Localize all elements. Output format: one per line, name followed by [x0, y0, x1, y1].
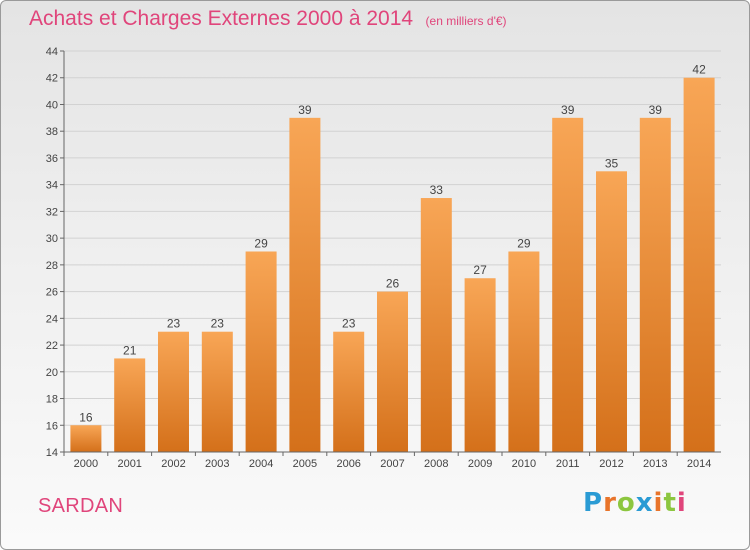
title-row: Achats et Charges Externes 2000 à 2014 (… — [29, 7, 507, 31]
y-tick-label: 40 — [46, 99, 58, 111]
y-tick-label: 24 — [46, 313, 58, 325]
brand-letter: x — [635, 488, 654, 518]
chart-subtitle: (en milliers d'€) — [425, 14, 507, 28]
x-tick-label: 2002 — [161, 458, 185, 470]
x-tick-label: 2005 — [293, 458, 317, 470]
x-tick-label: 2006 — [336, 458, 360, 470]
x-tick-label: 2007 — [380, 458, 404, 470]
bar-2013 — [639, 117, 671, 452]
y-tick-label: 36 — [46, 153, 58, 165]
x-tick-label: 2004 — [249, 458, 273, 470]
y-tick-label: 20 — [46, 367, 58, 379]
value-label: 23 — [342, 317, 356, 331]
brand-letter: i — [653, 488, 664, 518]
value-label: 39 — [298, 103, 312, 117]
value-label: 29 — [517, 237, 531, 251]
bar-2001 — [114, 358, 146, 452]
brand-letter: P — [583, 488, 604, 518]
bars — [70, 77, 715, 453]
bar-2010 — [508, 251, 540, 452]
y-tick-label: 28 — [46, 260, 58, 272]
value-label: 39 — [649, 103, 663, 117]
bar-2007 — [377, 291, 408, 452]
location-name: SARDAN — [38, 495, 124, 517]
y-tick-label: 42 — [46, 73, 58, 85]
y-tick-label: 16 — [46, 420, 58, 432]
y-tick-label: 34 — [46, 180, 58, 192]
bar-2000 — [70, 425, 102, 452]
value-label: 35 — [605, 156, 619, 170]
value-label: 23 — [211, 317, 225, 331]
bar-2002 — [158, 331, 189, 452]
bar-2003 — [201, 331, 233, 452]
brand-letter: i — [676, 488, 687, 518]
value-label: 42 — [692, 63, 706, 77]
brand-letter: r — [603, 488, 617, 518]
value-label: 16 — [79, 410, 93, 424]
bar-2006 — [333, 331, 365, 452]
y-tick-label: 30 — [46, 233, 58, 245]
x-tick-label: 2009 — [468, 458, 492, 470]
value-label: 21 — [123, 343, 137, 357]
bar-2005 — [289, 117, 321, 452]
y-tick-label: 14 — [46, 447, 58, 459]
x-tick-label: 2003 — [205, 458, 229, 470]
value-label: 26 — [386, 277, 400, 291]
bar-2012 — [596, 171, 627, 453]
x-tick-label: 2013 — [643, 458, 667, 470]
y-tick-label: 38 — [46, 126, 58, 138]
bar-2009 — [464, 278, 496, 452]
value-label: 33 — [430, 183, 444, 197]
bar-2004 — [245, 251, 277, 452]
chart-title: Achats et Charges Externes 2000 à 2014 — [29, 7, 414, 30]
value-label: 29 — [254, 237, 268, 251]
axes — [60, 50, 721, 456]
value-label: 39 — [561, 103, 575, 117]
y-tick-label: 22 — [46, 340, 58, 352]
brand-logo: Proxiti — [583, 488, 687, 518]
bar-2011 — [552, 117, 584, 452]
x-tick-label: 2001 — [117, 458, 141, 470]
brand-letter: t — [663, 488, 677, 518]
value-label: 23 — [167, 317, 181, 331]
x-tick-label: 2012 — [599, 458, 623, 470]
labels: 14 16 18 20 22 24 26 28 30 32 34 36 38 40 42 44 2000 16 20… — [46, 46, 712, 470]
x-tick-label: 2008 — [424, 458, 448, 470]
bar-2014 — [683, 77, 715, 452]
y-tick-label: 26 — [46, 287, 58, 299]
x-tick-label: 2014 — [687, 458, 711, 470]
x-tick-label: 2011 — [556, 458, 580, 470]
x-tick-label: 2010 — [512, 458, 536, 470]
x-tick-label: 2000 — [74, 458, 98, 470]
brand-letter: o — [616, 488, 636, 518]
y-tick-label: 44 — [46, 46, 58, 58]
y-tick-label: 32 — [46, 206, 58, 218]
y-tick-label: 18 — [46, 394, 58, 406]
bar-2008 — [420, 198, 452, 452]
value-label: 27 — [473, 263, 487, 277]
